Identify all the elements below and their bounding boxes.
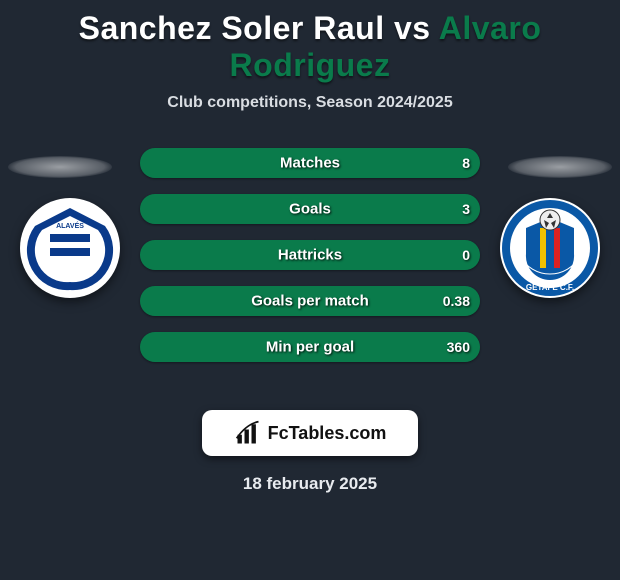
alaves-crest-icon: ALAVÉS xyxy=(20,198,120,298)
getafe-crest-icon: GETAFE C.F. xyxy=(500,198,600,298)
stat-bars: Matches 8 Goals 3 Hattricks 0 Goals per match 0… xyxy=(140,148,480,362)
brand-badge: FcTables.com xyxy=(202,410,418,456)
stat-label: Min per goal xyxy=(266,339,354,356)
stat-bar: Goals per match 0.38 xyxy=(140,286,480,316)
player1-name: Sanchez Soler Raul xyxy=(79,10,385,46)
stat-value-right: 8 xyxy=(462,155,470,171)
vs-text: vs xyxy=(385,10,439,46)
club-crest-right: GETAFE C.F. xyxy=(500,198,600,298)
stat-bar: Matches 8 xyxy=(140,148,480,178)
stat-label: Hattricks xyxy=(278,247,342,264)
brand-text: FcTables.com xyxy=(268,423,387,444)
player2-shadow xyxy=(508,156,612,178)
stat-label: Matches xyxy=(280,155,340,172)
stat-value-right: 3 xyxy=(462,201,470,217)
stat-value-right: 360 xyxy=(447,339,470,355)
bars-chart-icon xyxy=(234,419,262,447)
club-crest-left: ALAVÉS xyxy=(20,198,120,298)
stat-value-right: 0 xyxy=(462,247,470,263)
stat-label: Goals per match xyxy=(251,293,369,310)
svg-text:ALAVÉS: ALAVÉS xyxy=(56,221,84,230)
stat-value-right: 0.38 xyxy=(443,293,470,309)
stat-label: Goals xyxy=(289,201,331,218)
stat-bar: Goals 3 xyxy=(140,194,480,224)
svg-text:GETAFE C.F.: GETAFE C.F. xyxy=(526,283,574,292)
subtitle: Club competitions, Season 2024/2025 xyxy=(0,94,620,112)
player1-shadow xyxy=(8,156,112,178)
stats-arena: ALAVÉS GETAFE C.F. Matches 8 Goals 3 Hattric… xyxy=(0,138,620,388)
comparison-title: Sanchez Soler Raul vs Alvaro Rodriguez xyxy=(0,0,620,88)
stat-bar: Min per goal 360 xyxy=(140,332,480,362)
snapshot-date: 18 february 2025 xyxy=(0,474,620,494)
stat-bar: Hattricks 0 xyxy=(140,240,480,270)
